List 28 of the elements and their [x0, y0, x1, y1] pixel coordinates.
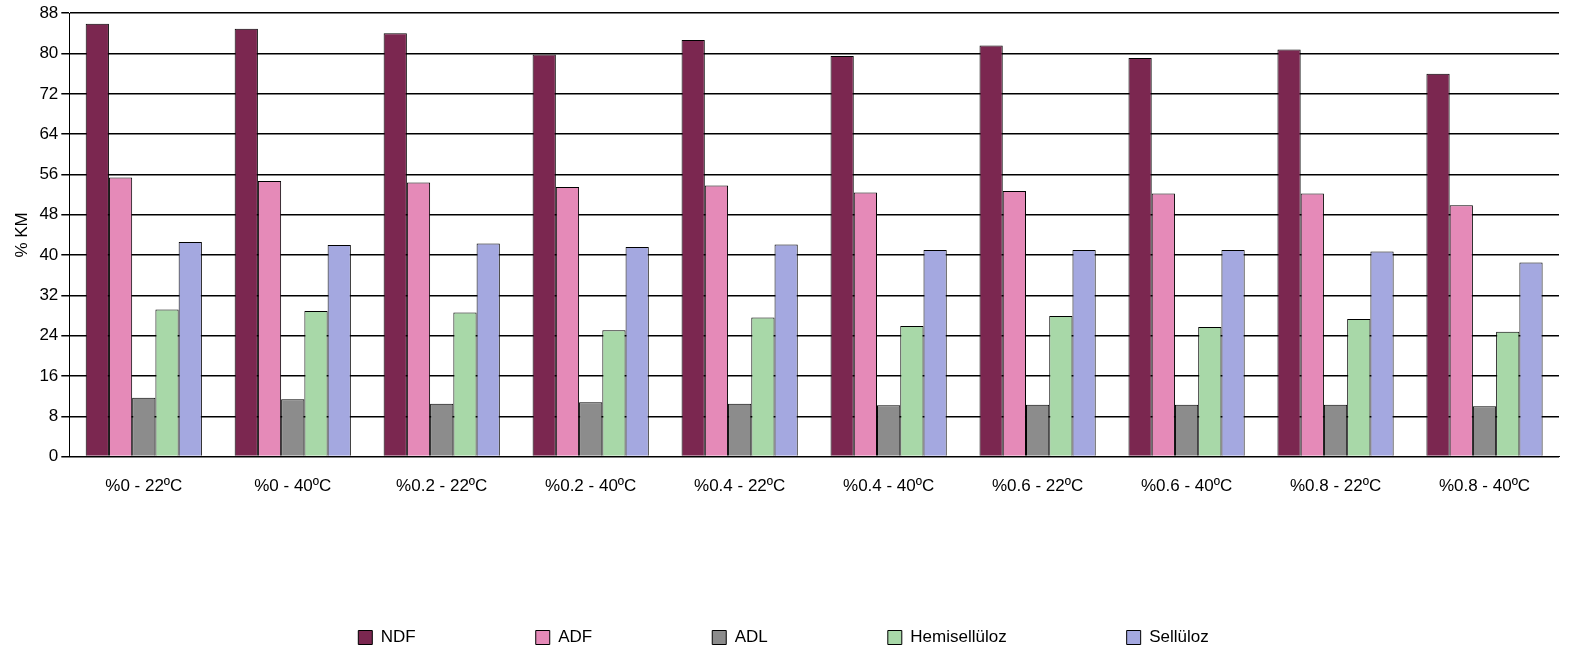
y-tick-label: 8 — [48, 405, 59, 425]
y-tick-label: 72 — [39, 83, 59, 103]
y-tick-label: 64 — [39, 123, 59, 143]
x-tick-label: %0.4 - 22ºC — [694, 476, 786, 496]
y-tick-label: 48 — [39, 204, 59, 224]
y-tick-label: 16 — [39, 365, 59, 385]
y-tick-label: 0 — [48, 446, 59, 466]
x-tick-label: %0.8 - 40ºC — [1438, 476, 1531, 496]
x-tick-label: %0.8 - 22ºC — [1289, 476, 1382, 496]
y-tick-label: 32 — [39, 285, 59, 305]
x-tick-label: %0.2 - 40ºC — [545, 476, 637, 496]
y-tick-label: 24 — [39, 325, 59, 345]
legend-label: ADF — [558, 627, 593, 647]
x-tick-label: %0.2 - 22ºC — [396, 476, 488, 496]
y-tick-label: 56 — [39, 164, 59, 184]
y-tick-label: 40 — [39, 244, 59, 264]
y-axis-title: % KM — [11, 212, 31, 258]
y-tick-label: 80 — [39, 43, 59, 63]
x-tick-label: %0 - 40ºC — [254, 476, 332, 496]
x-tick-label: %0 - 22ºC — [105, 476, 183, 496]
x-tick-label: %0.6 - 40ºC — [1140, 476, 1233, 496]
legend-label: ADL — [734, 627, 768, 647]
x-tick-label: %0.4 - 40ºC — [843, 476, 935, 496]
legend-label: Sellüloz — [1149, 627, 1209, 647]
x-tick-label: %0.6 - 22ºC — [991, 476, 1084, 496]
y-tick-label: 88 — [39, 2, 59, 22]
legend-label: Hemisellüloz — [910, 627, 1007, 647]
legend-label: NDF — [380, 627, 416, 647]
